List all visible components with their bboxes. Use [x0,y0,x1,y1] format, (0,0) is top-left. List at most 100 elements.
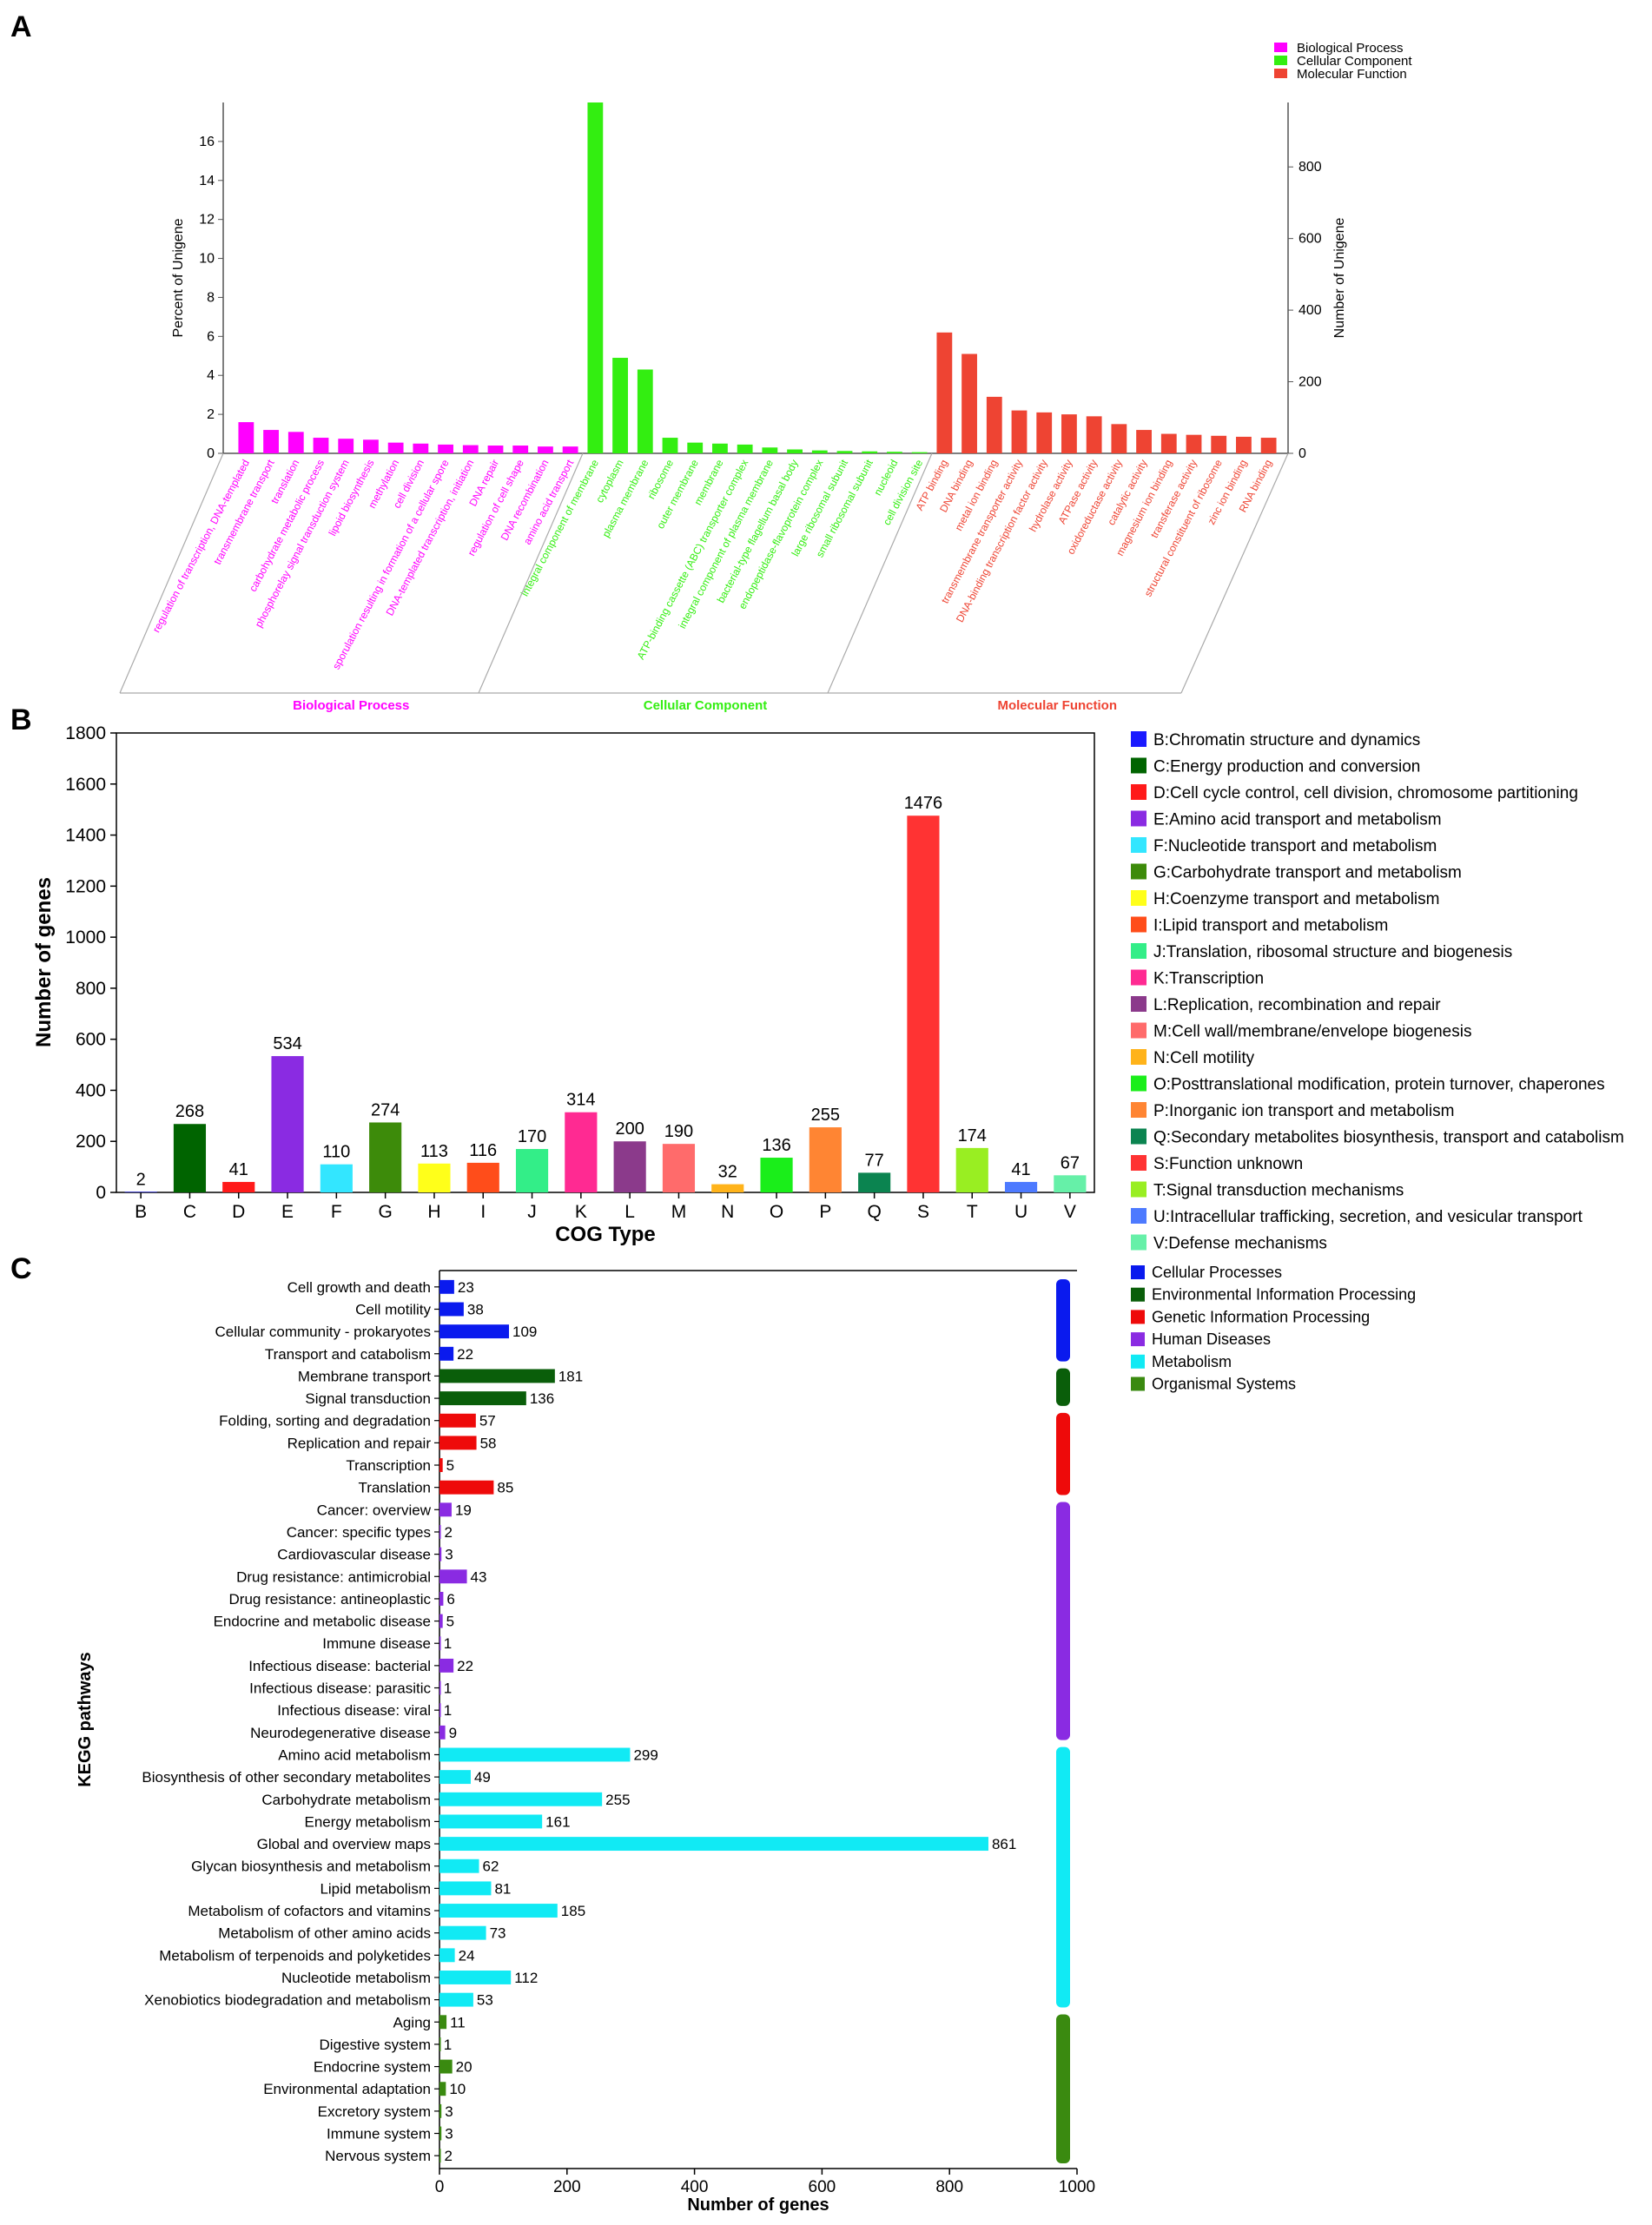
kegg-bar-value: 43 [471,1568,487,1585]
kegg-legend-label: Environmental Information Processing [1152,1286,1416,1304]
cog-bar-value: 110 [322,1143,350,1162]
kegg-bar [439,1324,510,1339]
cog-x-tick-label: F [331,1202,342,1222]
go-left-tick-label: 4 [207,368,215,383]
kegg-bar [439,1458,443,1472]
cog-bar [173,1124,207,1192]
cog-legend-swatch [1131,837,1146,853]
kegg-bar-value: 85 [497,1480,513,1496]
cog-legend-swatch [1131,784,1146,800]
kegg-bar [439,1502,452,1517]
cog-legend-swatch [1131,1102,1146,1118]
go-bar [811,450,828,453]
kegg-category-label: Glycan biosynthesis and metabolism [191,1859,431,1875]
kegg-bar [439,1391,526,1406]
kegg-category-label: Energy metabolism [304,1813,431,1830]
go-legend-swatch-cc [1274,56,1287,65]
go-bar [911,452,928,453]
kegg-bar [439,1547,442,1561]
kegg-bar [439,2082,446,2096]
cog-bar-value: 32 [718,1163,737,1182]
cog-plot-frame [116,732,1095,1193]
cog-legend-swatch [1131,1022,1146,1039]
kegg-bar-value: 5 [446,1614,454,1630]
kegg-bar-value: 20 [456,2059,472,2076]
kegg-bar-value: 19 [455,1502,472,1518]
go-bar [1086,416,1102,453]
cog-y-tick-label: 600 [76,1030,106,1050]
kegg-category-label: Nucleotide metabolism [281,1970,431,1986]
kegg-category-label: Neurodegenerative disease [250,1725,431,1741]
go-bar [1211,435,1227,453]
kegg-bar [439,2126,442,2141]
kegg-bar [439,1814,543,1829]
cog-legend-label: L:Replication, recombination and repair [1153,996,1441,1014]
go-bar [438,444,453,453]
go-group-title: Cellular Component [644,698,768,713]
go-bar [313,438,329,453]
cog-legend-label: C:Energy production and conversion [1153,758,1420,776]
kegg-category-label: Carbohydrate metabolism [261,1792,431,1808]
cog-y-tick-label: 1200 [65,876,106,896]
cog-x-tick-label: U [1014,1202,1028,1222]
go-left-tick-label: 14 [199,174,215,188]
kegg-category-label: Infectious disease: parasitic [249,1680,431,1697]
cog-bar-value: 136 [762,1136,790,1155]
kegg-category-label: Lipid metabolism [320,1880,431,1897]
go-bar [363,439,379,453]
go-bar [737,444,753,453]
cog-bar [418,1163,451,1192]
kegg-bar [439,1992,473,2007]
cog-bar-value: 268 [175,1102,204,1121]
kegg-category-label: Amino acid metabolism [278,1746,431,1763]
go-bar [712,443,728,453]
kegg-bar-value: 58 [480,1435,497,1451]
go-bars [238,102,1277,453]
go-group-frames: Biological Process Cellular Component Mole… [119,452,1289,713]
kegg-bar [439,1837,988,1852]
go-left-tick-label: 2 [207,407,215,422]
cog-bar [1054,1175,1087,1192]
cog-bar [369,1122,402,1192]
go-legend-swatch-bp [1274,43,1287,52]
go-bar [762,447,778,453]
go-left-tick-label: 10 [199,252,215,267]
kegg-bar [439,1747,631,1762]
cog-bar-value: 170 [518,1127,546,1146]
kegg-bar-value: 3 [445,2103,453,2120]
kegg-x-ticks: 0 200 400 600 800 1000 [435,2169,1095,2196]
cog-y-ticks: 0 200 400 600 800 1000 1200 1400 1600 1800 [65,723,116,1203]
go-legend-label-bp: Biological Process [1297,41,1404,56]
cog-legend-label: N:Cell motility [1153,1049,1255,1067]
kegg-legend-swatch [1131,1354,1145,1369]
go-bar [862,451,878,453]
kegg-legend-label: Organismal Systems [1152,1376,1296,1393]
cog-bar [662,1144,696,1192]
go-group-title: Biological Process [293,698,409,713]
cog-bar [809,1127,842,1192]
kegg-bar-value: 1 [444,1702,452,1719]
kegg-bar [439,1436,477,1450]
cog-legend-label: H:Coenzyme transport and metabolism [1153,890,1439,908]
go-bar [1136,430,1152,453]
cog-bar-value: 2 [136,1170,146,1189]
kegg-bar-value: 53 [477,1992,493,2009]
kegg-bar [439,1279,454,1294]
cog-legend-label: K:Transcription [1153,970,1264,988]
go-bar [1260,438,1277,453]
go-right-tick-label: 0 [1298,446,1306,461]
cog-bar [515,1149,549,1192]
kegg-category-label: Drug resistance: antineoplastic [229,1591,432,1608]
go-right-tick-label: 400 [1298,303,1322,318]
go-legend: Biological Process Cellular Component Mo… [1274,41,1412,82]
kegg-bar [439,1925,486,1940]
kegg-bar [439,1636,441,1651]
kegg-bar-value: 255 [605,1792,630,1808]
kegg-category-label: Metabolism of other amino acids [218,1925,431,1942]
cog-x-tick-label: J [527,1202,537,1222]
kegg-bar [439,1480,494,1495]
go-bar [1036,412,1053,453]
kegg-category-label: Nervous system [325,2148,431,2164]
cog-legend-label: I:Lipid transport and metabolism [1153,917,1388,935]
